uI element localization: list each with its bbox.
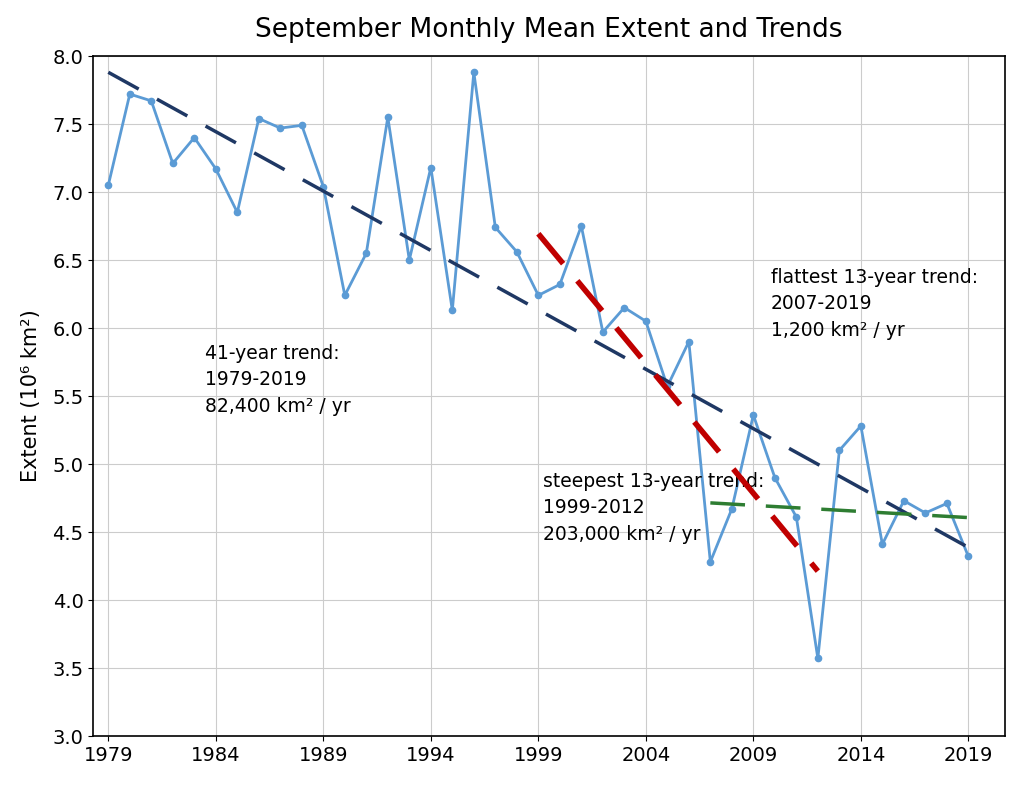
Text: 41-year trend:
1979-2019
82,400 km² / yr: 41-year trend: 1979-2019 82,400 km² / yr [205, 344, 351, 416]
Title: September Monthly Mean Extent and Trends: September Monthly Mean Extent and Trends [255, 17, 843, 42]
Y-axis label: Extent (10⁶ km²): Extent (10⁶ km²) [21, 310, 41, 482]
Text: flattest 13-year trend:
2007-2019
1,200 km² / yr: flattest 13-year trend: 2007-2019 1,200 … [771, 267, 978, 339]
Text: steepest 13-year trend:
1999-2012
203,000 km² / yr: steepest 13-year trend: 1999-2012 203,00… [543, 471, 764, 543]
